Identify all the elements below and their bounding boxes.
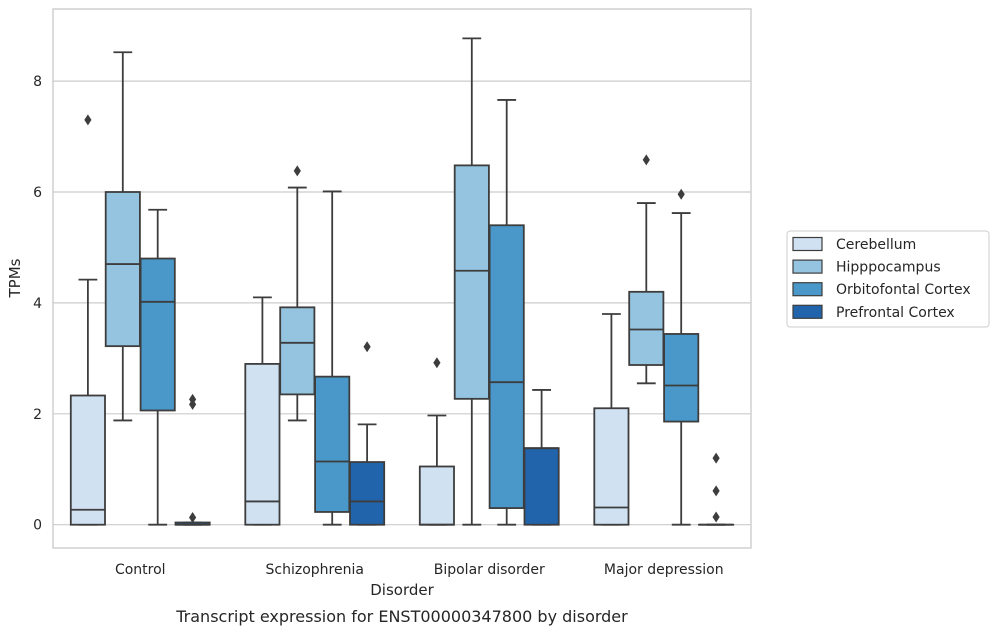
box-body [524, 448, 558, 525]
box-body [141, 259, 175, 411]
legend: Cerebellum Hipppocampus Orbitofontal Corte… [787, 231, 989, 327]
x-tick-label: Control [115, 562, 166, 578]
box-body [350, 462, 384, 525]
box-hipppocampus [106, 52, 140, 420]
box-orbitofontal-cortex [490, 100, 524, 525]
box-body [455, 165, 489, 398]
box-body [629, 292, 663, 365]
y-tick-label: 6 [33, 185, 42, 201]
outlier-point [433, 357, 440, 368]
box-hipppocampus [280, 165, 314, 420]
legend-swatch [793, 283, 822, 296]
box-body [106, 192, 140, 346]
box-orbitofontal-cortex [664, 189, 698, 525]
outlier-point [84, 114, 91, 125]
outlier-point [713, 485, 720, 496]
box-body [490, 225, 524, 508]
box-body [71, 396, 105, 525]
box-hipppocampus [629, 154, 663, 383]
box-body [664, 334, 698, 422]
chart-title: Transcript expression for ENST0000034780… [175, 607, 628, 626]
box-prefrontal-cortex [699, 453, 733, 525]
y-tick-label: 8 [33, 74, 42, 90]
legend-swatch [793, 238, 822, 251]
legend-label: Orbitofontal Cortex [836, 282, 971, 298]
legend-label: Hipppocampus [836, 260, 941, 276]
x-tick-label: Bipolar disorder [434, 562, 545, 578]
outlier-point [713, 511, 720, 522]
box-cerebellum [594, 314, 628, 525]
box-prefrontal-cortex [350, 341, 384, 525]
legend-label: Cerebellum [836, 237, 916, 253]
y-tick-label: 4 [33, 296, 42, 312]
outlier-point [643, 154, 650, 165]
box-prefrontal-cortex [524, 390, 558, 525]
outlier-point [713, 453, 720, 464]
box-body [420, 466, 454, 524]
box-body [315, 377, 349, 512]
box-orbitofontal-cortex [315, 191, 349, 524]
box-orbitofontal-cortex [141, 210, 175, 525]
outlier-point [364, 341, 371, 352]
x-tick-label: Major depression [604, 562, 724, 578]
legend-label: Prefrontal Cortex [836, 305, 955, 321]
box-body [280, 307, 314, 394]
outlier-point [294, 165, 301, 176]
outlier-point [678, 189, 685, 200]
box-hipppocampus [455, 38, 489, 524]
box-cerebellum [245, 297, 279, 524]
legend-swatch [793, 305, 822, 318]
x-ticks: Control Schizophrenia Bipolar disorder Majo… [115, 562, 724, 578]
boxes [71, 38, 733, 524]
x-tick-label: Schizophrenia [266, 562, 364, 578]
y-ticks: 0 2 4 6 8 [33, 74, 42, 534]
outlier-point [189, 512, 196, 523]
legend-swatch [793, 260, 822, 273]
box-cerebellum [71, 114, 105, 524]
y-tick-label: 0 [33, 518, 42, 534]
box-cerebellum [420, 357, 454, 524]
y-axis-label: TPMs [6, 258, 24, 298]
y-tick-label: 2 [33, 407, 42, 423]
x-axis-label: Disorder [370, 581, 434, 599]
